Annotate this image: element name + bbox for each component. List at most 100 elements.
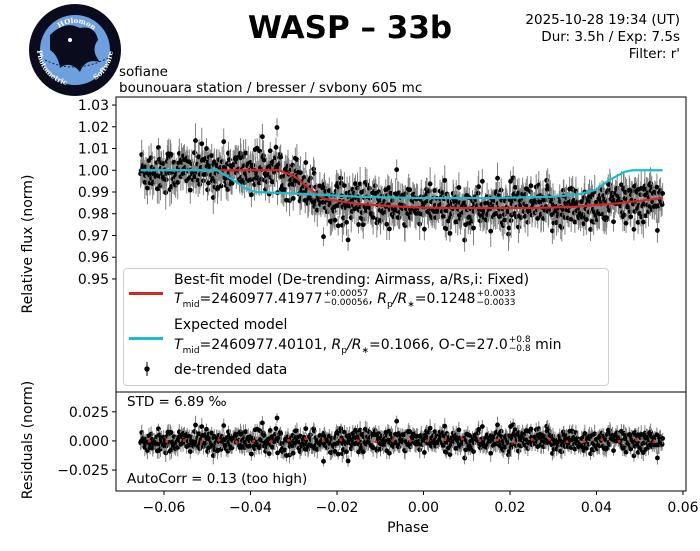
data-point: [148, 155, 154, 161]
residual-point: [447, 452, 453, 457]
residual-point: [229, 445, 235, 451]
chart-title: WASP – 33b: [247, 10, 453, 46]
data-point: [356, 222, 361, 227]
residual-point: [156, 426, 161, 432]
residual-point: [290, 450, 296, 456]
data-point: [291, 182, 297, 188]
residual-point: [360, 449, 366, 455]
binned-residual-point: [565, 440, 569, 444]
data-point: [640, 219, 646, 225]
data-point: [303, 160, 309, 165]
x-tick-label: −0.02: [316, 500, 359, 516]
autocorr-annotation: AutoCorr = 0.13 (too high): [127, 471, 308, 487]
residual-point: [163, 450, 169, 456]
residual-point: [498, 428, 504, 434]
data-point: [259, 134, 265, 140]
y-tick-label: 0.97: [78, 228, 109, 244]
residual-point: [209, 430, 215, 436]
residual-point: [604, 445, 610, 451]
data-point: [338, 175, 344, 181]
residual-point: [221, 423, 227, 428]
residual-point: [417, 447, 423, 453]
residual-point: [218, 446, 224, 452]
binned-residual-point: [461, 437, 465, 441]
residual-y-tick-label: 0.000: [69, 434, 109, 450]
data-point: [611, 219, 616, 225]
binned-residual-point: [234, 440, 238, 444]
residual-point: [586, 441, 592, 447]
data-point: [516, 224, 521, 230]
residual-point: [462, 455, 468, 461]
data-point: [273, 155, 278, 161]
data-point: [206, 180, 211, 186]
data-point: [274, 125, 280, 130]
data-point: [345, 237, 351, 243]
data-point: [572, 219, 578, 225]
residual-point: [390, 435, 395, 441]
x-tick-label: 0.00: [408, 500, 439, 516]
data-point: [544, 178, 550, 183]
binned-residual-point: [182, 439, 186, 443]
binned-residual-point: [548, 437, 552, 441]
binned-residual-point: [426, 439, 430, 443]
data-point: [204, 146, 209, 151]
residual-data: [138, 413, 666, 467]
y-tick-label: 1.02: [78, 120, 109, 136]
data-point: [156, 145, 161, 150]
data-point: [372, 183, 378, 189]
binned-residual-point: [513, 441, 517, 445]
residual-point: [148, 431, 154, 437]
data-point: [654, 184, 660, 190]
binned-residual-point: [582, 439, 586, 443]
data-point: [394, 167, 400, 173]
data-point: [623, 220, 629, 226]
x-tick-label: −0.04: [229, 500, 272, 516]
residual-point: [528, 426, 534, 432]
binned-residual-point: [635, 438, 639, 442]
data-point: [506, 225, 512, 231]
data-point: [342, 183, 347, 189]
y-axis-label: Relative flux (norm): [20, 174, 36, 314]
data-point: [192, 150, 197, 156]
data-point: [290, 162, 296, 168]
residuals-y-axis-label: Residuals (norm): [20, 380, 36, 500]
residual-point: [471, 449, 476, 454]
data-point: [200, 178, 206, 184]
data-point: [227, 157, 232, 163]
data-point: [628, 214, 634, 220]
y-tick-label: 0.99: [78, 185, 109, 201]
data-point: [443, 226, 449, 232]
data-point: [360, 222, 366, 228]
observation-datetime: 2025-10-28 19:34 (UT): [525, 12, 680, 28]
data-point: [586, 209, 592, 215]
data-point: [462, 237, 468, 243]
data-point: [442, 177, 448, 183]
residual-point: [266, 451, 272, 457]
data-point: [403, 191, 408, 197]
legend-data-marker: [144, 362, 150, 376]
data-point: [335, 223, 341, 229]
binned-residual-point: [391, 439, 395, 443]
residual-point: [168, 429, 174, 435]
data-point: [298, 170, 303, 176]
data-point: [471, 225, 476, 231]
residual-point: [386, 450, 392, 456]
light-curve-data: [138, 118, 666, 252]
data-point: [360, 216, 366, 222]
residual-point: [249, 451, 254, 457]
residual-point: [273, 431, 278, 437]
data-point: [618, 182, 624, 188]
residual-point: [274, 415, 280, 421]
residual-point: [421, 450, 427, 455]
data-point: [512, 184, 518, 190]
data-point: [205, 187, 210, 193]
data-point: [559, 225, 565, 230]
residual-point: [321, 458, 326, 464]
x-tick-label: −0.06: [143, 500, 186, 516]
residual-point: [476, 427, 482, 432]
x-tick-label: 0.04: [581, 500, 612, 516]
observing-setup: bounouara station / bresser / svbony 605…: [119, 80, 423, 96]
binned-residual-point: [200, 440, 204, 444]
data-point: [502, 217, 508, 223]
